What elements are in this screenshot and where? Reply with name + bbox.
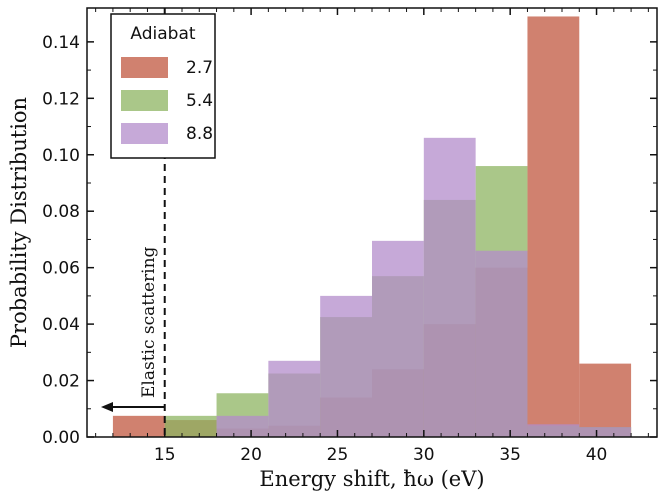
- legend-swatch-5-4: [121, 90, 168, 111]
- x-tick-label: 25: [327, 445, 349, 465]
- y-tick-label: 0.10: [42, 146, 80, 166]
- legend-title: Adiabat: [130, 24, 195, 44]
- bar-8-8-bin-6: [423, 137, 476, 437]
- x-tick-label: 30: [413, 445, 435, 465]
- arrowhead-icon: [101, 402, 113, 412]
- bar-8-8-bin-2: [216, 415, 269, 437]
- bar-5-4-bin-1: [164, 415, 217, 437]
- bar-8-8-bin-4: [320, 295, 372, 437]
- bar-8-8-bin-3: [268, 360, 321, 437]
- bar-2-7-bin-8: [527, 16, 580, 438]
- y-tick-label: 0.12: [42, 89, 80, 109]
- legend: Adiabat 2.7 5.4 8.8: [110, 13, 216, 159]
- x-axis-ticks: 15 20 25 30 35 40: [95, 8, 649, 465]
- bar-8-8-bin-8: [527, 424, 580, 437]
- y-tick-label: 0.08: [42, 202, 80, 222]
- bar-8-8-bin-5: [372, 240, 424, 437]
- y-axis-title: Probability Distribution: [7, 97, 31, 348]
- y-axis-ticks: 0.00 0.02 0.04 0.06 0.08 0.10 0.12 0.14: [42, 33, 657, 448]
- x-tick-label: 15: [154, 445, 176, 465]
- legend-swatch-8-8: [121, 123, 168, 144]
- x-tick-label: 40: [586, 445, 608, 465]
- legend-label: 8.8: [186, 124, 213, 144]
- elastic-scattering-annotation: Elastic scattering: [101, 8, 166, 437]
- x-tick-label: 35: [499, 445, 521, 465]
- histogram-bars: [112, 16, 632, 438]
- bar-8-8-bin-9: [579, 427, 632, 437]
- y-tick-label: 0.02: [42, 372, 80, 392]
- y-tick-label: 0.00: [42, 428, 80, 448]
- y-tick-label: 0.14: [42, 33, 80, 53]
- legend-swatch-2-7: [121, 57, 168, 78]
- y-tick-label: 0.04: [42, 315, 80, 335]
- legend-items: 2.7 5.4 8.8: [121, 57, 213, 144]
- bar-2-7-bin-0: [112, 415, 165, 437]
- legend-label: 2.7: [186, 58, 213, 78]
- bar-2-7-bin-9: [579, 363, 632, 437]
- bar-8-8-bin-7: [475, 250, 528, 437]
- x-axis-title: Energy shift, ħω (eV): [259, 467, 484, 491]
- elastic-scattering-label: Elastic scattering: [139, 246, 159, 398]
- y-tick-label: 0.06: [42, 259, 80, 279]
- x-tick-label: 20: [240, 445, 262, 465]
- legend-label: 5.4: [186, 91, 213, 111]
